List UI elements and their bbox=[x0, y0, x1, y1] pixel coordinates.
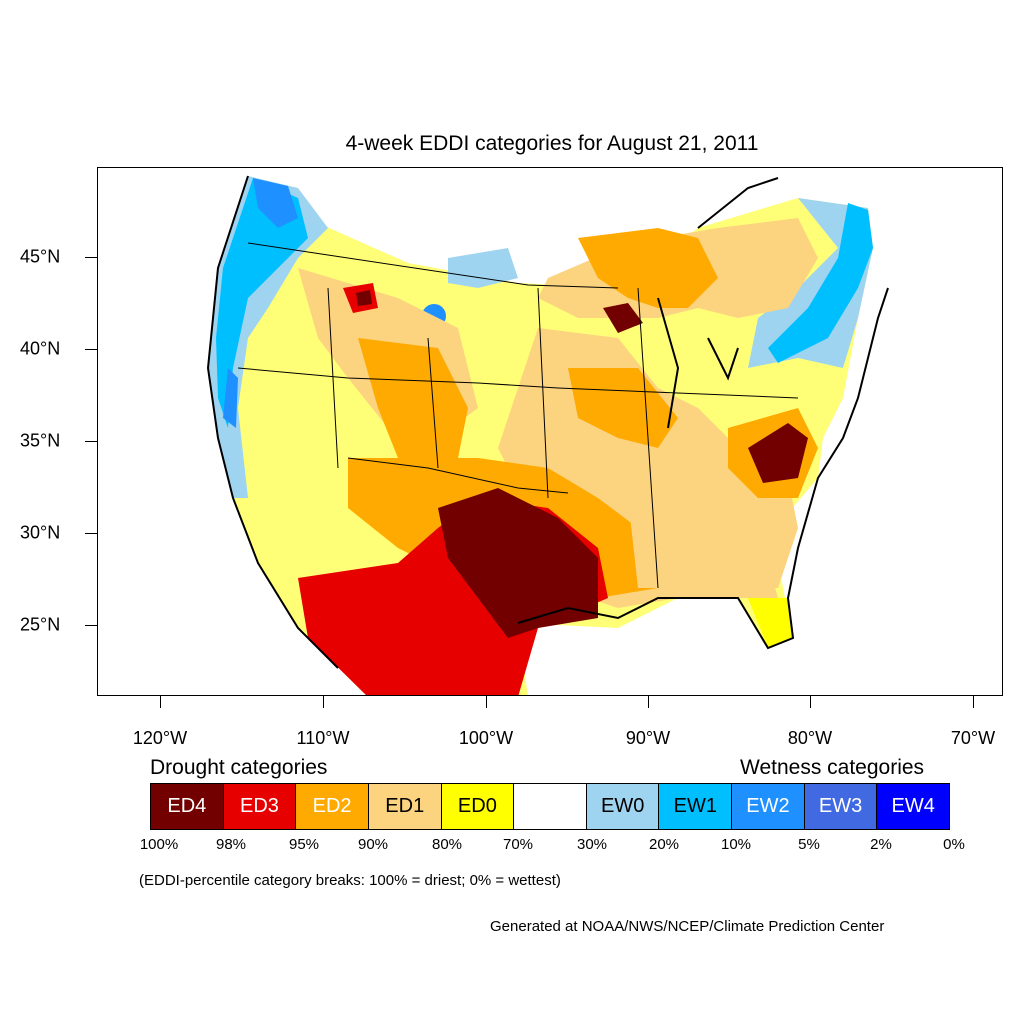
percentile-label: 5% bbox=[798, 836, 820, 853]
legend-cell-ed2: ED2 bbox=[296, 784, 369, 829]
lon-tick bbox=[486, 696, 487, 708]
lat-tick bbox=[85, 625, 97, 626]
ed0-florida bbox=[748, 598, 793, 648]
category-note: (EDDI-percentile category breaks: 100% =… bbox=[139, 872, 561, 889]
percentile-label: 70% bbox=[502, 836, 534, 853]
credit-line: Generated at NOAA/NWS/NCEP/Climate Predi… bbox=[490, 918, 885, 935]
lon-tick bbox=[973, 696, 974, 708]
eddi-map bbox=[98, 168, 1002, 695]
lon-tick bbox=[648, 696, 649, 708]
legend-cell-ed0: ED0 bbox=[441, 784, 515, 829]
lon-label: 80°W bbox=[787, 728, 833, 748]
percentile-label: 20% bbox=[648, 836, 680, 853]
lat-tick bbox=[85, 349, 97, 350]
lon-tick bbox=[160, 696, 161, 708]
lat-tick bbox=[85, 533, 97, 534]
percentile-label: 100% bbox=[139, 836, 179, 853]
wet-oregon-ew2 bbox=[223, 178, 298, 428]
legend-cell-ed4: ED4 bbox=[151, 784, 224, 829]
legend-cell-ew3: EW3 bbox=[804, 784, 878, 829]
wet-new-england-core bbox=[768, 203, 873, 363]
percentile-label: 30% bbox=[576, 836, 608, 853]
percentile-label: 90% bbox=[357, 836, 389, 853]
lat-tick bbox=[85, 257, 97, 258]
wet-northern-plains bbox=[448, 248, 518, 288]
ed4-montana bbox=[356, 290, 372, 306]
lat-tick bbox=[85, 441, 97, 442]
lon-tick bbox=[810, 696, 811, 708]
legend-cell-ew1: EW1 bbox=[659, 784, 733, 829]
lon-label: 90°W bbox=[625, 728, 671, 748]
legend-cell-ed3: ED3 bbox=[223, 784, 297, 829]
lat-label: 40°N bbox=[20, 338, 61, 359]
ed2-midwest bbox=[568, 368, 678, 448]
ed2-rockies bbox=[358, 338, 468, 458]
lat-label: 30°N bbox=[20, 522, 61, 543]
percentile-label: 80% bbox=[431, 836, 463, 853]
coastlines bbox=[206, 175, 889, 669]
category-colorbar: ED4 ED3 ED2 ED1 ED0 EW0 EW1 EW2 EW3 EW4 bbox=[150, 783, 950, 830]
legend-cell-ew0: EW0 bbox=[586, 784, 660, 829]
percentile-label: 2% bbox=[870, 836, 892, 853]
ed1-southeast bbox=[628, 478, 798, 588]
legend-cell-neutral bbox=[514, 784, 587, 829]
lat-label: 45°N bbox=[20, 246, 61, 267]
lon-label: 110°W bbox=[296, 728, 350, 748]
lon-label: 100°W bbox=[458, 728, 514, 748]
lon-tick bbox=[323, 696, 324, 708]
percentile-label: 10% bbox=[720, 836, 752, 853]
lat-label: 25°N bbox=[20, 614, 61, 635]
percentile-label: 95% bbox=[288, 836, 320, 853]
lon-label: 70°W bbox=[950, 728, 996, 748]
ed4-texas bbox=[438, 488, 598, 638]
percentile-label: 0% bbox=[943, 836, 965, 853]
map-panel bbox=[97, 167, 1003, 696]
map-title: 4-week EDDI categories for August 21, 20… bbox=[345, 132, 759, 155]
lat-label: 35°N bbox=[20, 430, 61, 451]
wet-pacific-northwest-core bbox=[216, 178, 308, 428]
legend-cell-ed1: ED1 bbox=[368, 784, 442, 829]
ed4-virginia bbox=[748, 423, 808, 483]
legend-cell-ew2: EW2 bbox=[732, 784, 805, 829]
borders bbox=[237, 242, 799, 589]
legend-cell-ew4: EW4 bbox=[877, 784, 950, 829]
drought-heading: Drought categories bbox=[150, 756, 328, 779]
percentile-label: 98% bbox=[215, 836, 247, 853]
ed4-wisconsin bbox=[603, 303, 643, 333]
wetness-heading: Wetness categories bbox=[740, 756, 925, 779]
lon-label: 120°W bbox=[132, 728, 188, 748]
